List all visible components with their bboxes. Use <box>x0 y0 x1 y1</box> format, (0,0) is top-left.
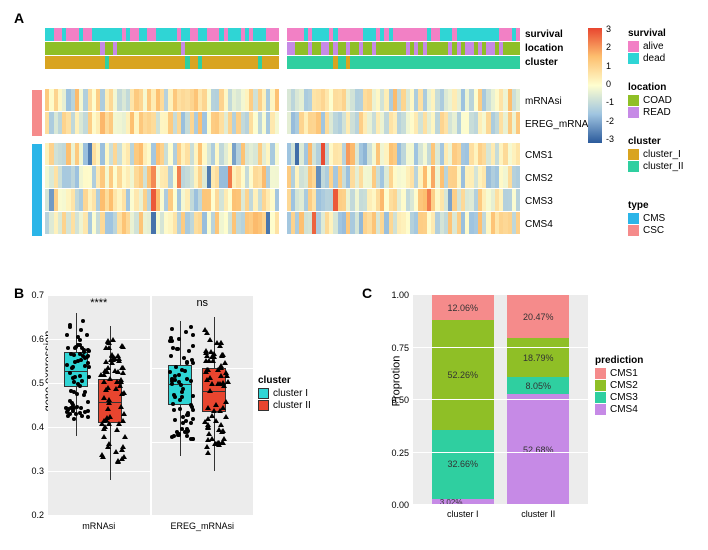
panel-b-legend: cluster cluster Icluster II <box>258 375 311 412</box>
legend-survival: survivalalivedead <box>628 28 666 65</box>
ytick: 0.50 <box>385 395 409 405</box>
legend-item-alive: alive <box>628 41 666 52</box>
ytick: 0.7 <box>20 290 44 300</box>
anno-label-survival: survival <box>525 28 563 42</box>
legend-item-CMS4: CMS4 <box>595 404 643 415</box>
annotation-track-cluster <box>45 56 520 69</box>
ytick: 0.5 <box>20 378 44 388</box>
colorbar-tick: 3 <box>606 24 611 34</box>
heatmap-area <box>45 28 520 268</box>
hm-label-CMS1: CMS1 <box>525 144 596 167</box>
ytick: 0.6 <box>20 334 44 344</box>
colorbar-tick: -2 <box>606 116 614 126</box>
panel-c-label: C <box>362 285 372 301</box>
hm-label-mRNAsi: mRNAsi <box>525 90 596 113</box>
hm-label-CMS2: CMS2 <box>525 167 596 190</box>
legend-item-CMS1: CMS1 <box>595 368 643 379</box>
ytick: 0.3 <box>20 466 44 476</box>
legend-item-cluster-II: cluster II <box>258 400 311 411</box>
legend-item-cluster-I: cluster I <box>258 388 311 399</box>
panel-c-legend: prediction CMS1CMS2CMS3CMS4 <box>595 355 643 416</box>
annotation-track-location <box>45 42 520 55</box>
xlabel-EREG_mRNAsi: EREG_mRNAsi <box>152 521 254 531</box>
ytick: 0.2 <box>20 510 44 520</box>
ytick: 0.00 <box>385 500 409 510</box>
ytick: 0.4 <box>20 422 44 432</box>
stacked-bar-cluster-I: 3.02%32.66%52.26%12.06%cluster I <box>432 295 494 505</box>
panel-c: Proprotion 0.000.250.500.751.00 3.02%32.… <box>375 285 698 540</box>
annotation-track-survival <box>45 28 520 41</box>
facet-mRNAsi: ****mRNAsi <box>48 295 150 515</box>
xlabel-cluster-I: cluster I <box>432 509 494 519</box>
colorbar-tick: 2 <box>606 42 611 52</box>
stacked-bar-cluster-II: 52.68%8.05%18.79%20.47%cluster II <box>507 295 569 505</box>
panel-b: gene expression 0.20.30.40.50.60.7 ****m… <box>10 285 370 540</box>
segment-CMS3: 32.66% <box>432 430 494 499</box>
heatmap-row-EREG_mRNAsi <box>45 112 520 134</box>
panel-a: survivallocationcluster mRNAsiEREG_mRNAs… <box>10 10 698 280</box>
ytick: 1.00 <box>385 290 409 300</box>
colorbar-tick: -1 <box>606 97 614 107</box>
colorbar <box>588 28 602 143</box>
legend-item-CMS2: CMS2 <box>595 380 643 391</box>
segment-CMS4: 52.68% <box>507 394 569 505</box>
heatmap-row-CMS3 <box>45 189 520 211</box>
hm-label-CMS3: CMS3 <box>525 190 596 213</box>
colorbar-tick: 1 <box>606 61 611 71</box>
panel-b-plot: ****mRNAsinsEREG_mRNAsi <box>48 295 253 515</box>
segment-CMS3: 8.05% <box>507 377 569 394</box>
significance-EREG_mRNAsi: ns <box>152 297 254 309</box>
panel-c-plot: 3.02%32.66%52.26%12.06%cluster I52.68%8.… <box>413 295 588 505</box>
segment-CMS2: 18.79% <box>507 338 569 377</box>
legend-cluster: clustercluster_Icluster_II <box>628 136 684 173</box>
panel-c-yaxis: 0.000.250.500.751.00 <box>385 295 411 505</box>
legend-type: typeCMSCSC <box>628 200 665 237</box>
legend-item-cluster_I: cluster_I <box>628 149 684 160</box>
heatmap-row-CMS2 <box>45 166 520 188</box>
ytick: 0.25 <box>385 448 409 458</box>
heatmap-row-mRNAsi <box>45 89 520 111</box>
legend-item-COAD: COAD <box>628 95 672 106</box>
xlabel-cluster-II: cluster II <box>507 509 569 519</box>
legend-item-CMS: CMS <box>628 213 665 224</box>
colorbar-tick: -3 <box>606 134 614 144</box>
facet-EREG_mRNAsi: nsEREG_mRNAsi <box>150 295 254 515</box>
anno-label-location: location <box>525 42 563 56</box>
panel-b-yaxis: 0.20.30.40.50.60.7 <box>20 295 46 515</box>
heatmap-row-CMS1 <box>45 143 520 165</box>
type-sidebar <box>32 90 42 236</box>
legend-location: locationCOADREAD <box>628 82 672 119</box>
anno-label-cluster: cluster <box>525 56 563 70</box>
segment-CMS1: 20.47% <box>507 295 569 338</box>
legend-item-READ: READ <box>628 107 672 118</box>
legend-item-CMS3: CMS3 <box>595 392 643 403</box>
ytick: 0.75 <box>385 343 409 353</box>
figure-root: A survivallocationcluster mRNAsiEREG_mRN… <box>10 10 698 540</box>
segment-CMS1: 12.06% <box>432 295 494 320</box>
legend-item-dead: dead <box>628 53 666 64</box>
segment-CMS2: 52.26% <box>432 320 494 430</box>
xlabel-mRNAsi: mRNAsi <box>48 521 150 531</box>
legend-item-cluster_II: cluster_II <box>628 161 684 172</box>
hm-label-CMS4: CMS4 <box>525 213 596 236</box>
colorbar-tick: 0 <box>606 79 611 89</box>
legend-item-CSC: CSC <box>628 225 665 236</box>
annotation-labels: survivallocationcluster <box>525 28 563 70</box>
heatmap-row-labels: mRNAsiEREG_mRNAsi CMS1CMS2CMS3CMS4 <box>525 90 596 236</box>
significance-mRNAsi: **** <box>48 297 150 309</box>
heatmap-row-CMS4 <box>45 212 520 234</box>
hm-label-EREG_mRNAsi: EREG_mRNAsi <box>525 113 596 136</box>
